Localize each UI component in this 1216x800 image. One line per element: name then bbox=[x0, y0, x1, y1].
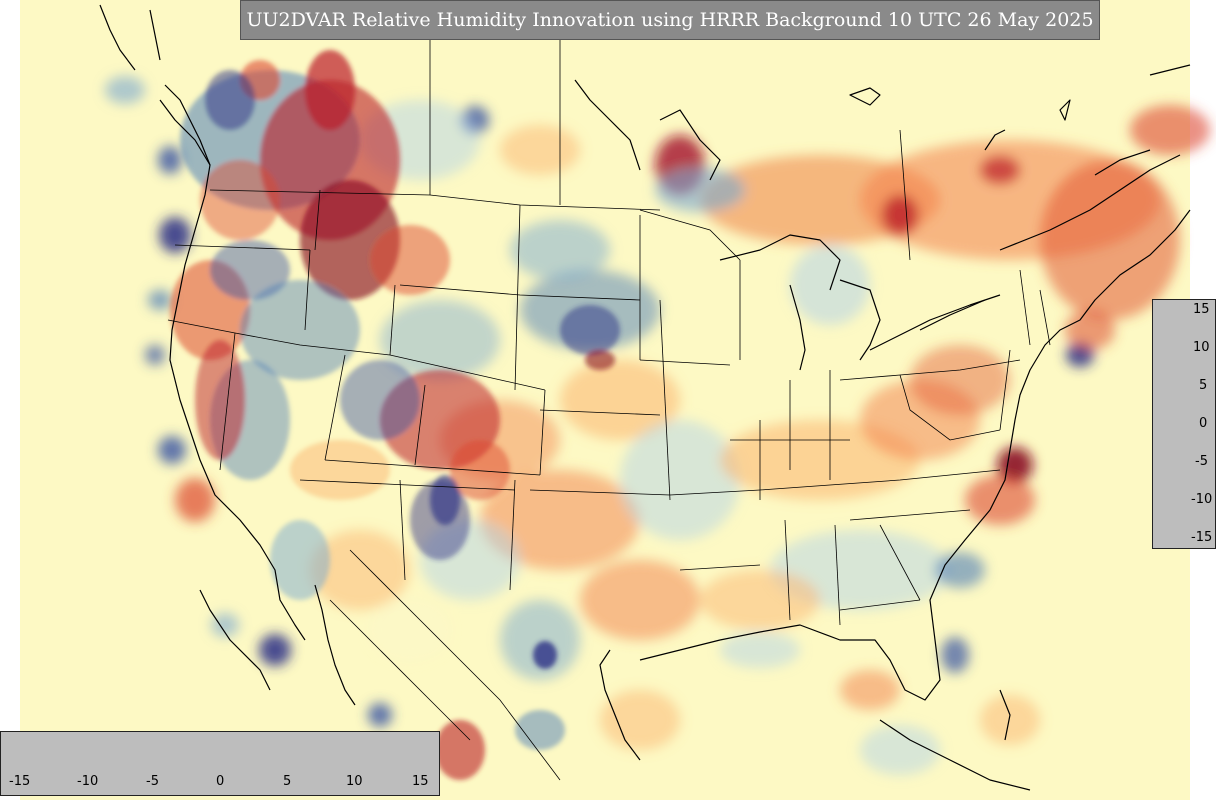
hbar-tick-label: 0 bbox=[216, 774, 225, 789]
colorbar-horizontal: -15 -10 -5 0 5 10 15 bbox=[0, 731, 440, 796]
hbar-tick-label: 10 bbox=[346, 774, 363, 789]
vbar-tick-label: -10 bbox=[1191, 492, 1213, 507]
state-borders bbox=[167, 29, 1051, 781]
hbar-tick-label: -15 bbox=[9, 774, 31, 789]
coastlines bbox=[99, 4, 1191, 791]
hbar-tick-label: 5 bbox=[283, 774, 292, 789]
vbar-tick-label: 15 bbox=[1193, 302, 1210, 317]
vbar-tick-label: -5 bbox=[1195, 454, 1208, 469]
western-terrain-field bbox=[170, 50, 620, 780]
vbar-tick-label: -15 bbox=[1191, 530, 1213, 545]
hbar-tick-label: -10 bbox=[77, 774, 99, 789]
map-title: UU2DVAR Relative Humidity Innovation usi… bbox=[240, 0, 1100, 40]
colorbar-vertical: -15 -10 -5 0 5 10 15 bbox=[1152, 299, 1216, 549]
hbar-tick-label: 15 bbox=[412, 774, 429, 789]
vbar-tick-label: 10 bbox=[1193, 340, 1210, 355]
vbar-tick-label: 5 bbox=[1199, 378, 1208, 393]
hbar-tick-label: -5 bbox=[146, 774, 159, 789]
vbar-tick-label: 0 bbox=[1199, 416, 1208, 431]
